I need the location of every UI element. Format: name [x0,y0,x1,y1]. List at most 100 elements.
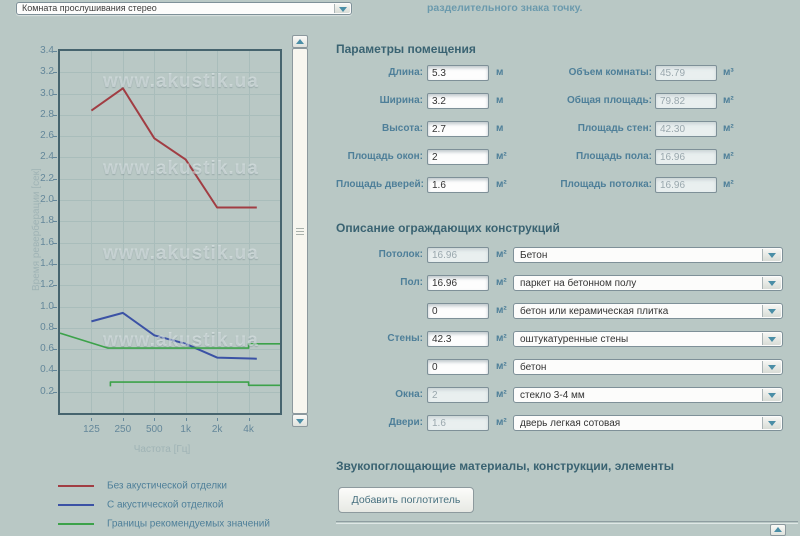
material-select-windows[interactable]: стекло 3-4 мм [513,387,783,403]
unit-label: м [496,67,504,78]
y-tick-label: 2.2 [40,172,54,184]
value-input-walls-1[interactable] [427,331,489,347]
unit-label: м² [496,249,507,260]
unit-label: м² [496,179,507,190]
x-tick-mark [185,418,187,421]
field-label-ceiling: Потолок: [378,249,423,260]
value-input-width[interactable] [427,93,489,109]
field-label-walls-area: Площадь стен: [577,123,652,134]
material-select-ceiling[interactable]: Бетон [513,247,783,263]
y-tick-mark [53,263,57,265]
y-tick-label: 0.4 [40,364,54,376]
unit-label: м² [496,151,507,162]
y-tick-mark [53,72,57,74]
select-arrow-button[interactable] [762,389,781,401]
y-tick-mark [53,178,57,180]
select-arrow-button[interactable] [762,417,781,429]
arrow-up-icon [296,38,304,44]
arrow-up-icon [774,527,782,532]
y-tick-label: 1.8 [40,215,54,227]
value-input-doors [427,415,489,431]
select-arrow-button[interactable] [762,249,781,261]
chart-scrollbar-thumb[interactable] [292,48,308,414]
watermark-text: www.akustik.ua [103,243,259,264]
chart-series-line [109,381,280,387]
value-input-height[interactable] [427,121,489,137]
unit-label: м [496,95,504,106]
legend-item: Границы рекомендуемых значений [58,515,270,534]
select-arrow-button[interactable] [762,333,781,345]
y-tick-label: 2.0 [40,194,54,206]
value-input-total-area [655,93,717,109]
absorbers-scrollbar-up-button[interactable] [770,524,786,536]
field-label-doors: Двери: [388,417,423,428]
y-tick-mark [53,51,57,52]
y-tick-mark [53,327,57,329]
unit-label: м² [496,389,507,400]
legend-item: С акустической отделкой [58,496,270,515]
value-input-walls-2[interactable] [427,359,489,375]
value-input-windows-area[interactable] [427,149,489,165]
unit-label: м² [496,305,507,316]
room-preset-select[interactable]: Комната прослушивания стерео [16,2,352,15]
material-select-value: стекло 3-4 мм [520,390,585,401]
legend-swatch [58,484,94,487]
material-select-floor-2[interactable]: бетон или керамическая плитка [513,303,783,319]
material-select-value: паркет на бетонном полу [520,278,637,289]
material-select-walls-2[interactable]: бетон [513,359,783,375]
x-tick-mark [91,418,93,421]
value-input-floor-area [655,149,717,165]
x-axis-title: Частота [Гц] [133,444,191,455]
value-input-floor-2[interactable] [427,303,489,319]
chart-scrollbar-up-button[interactable] [292,35,308,48]
material-select-value: бетон [520,362,547,373]
material-select-value: Бетон [520,250,548,261]
chart-plot: www.akustik.ua www.akustik.ua www.akustik.… [58,49,282,415]
chevron-down-icon [768,309,776,314]
select-arrow-button[interactable] [762,361,781,373]
y-tick-label: 3.4 [40,45,54,56]
section-heading-absorbers: Звукопоглощающие материалы, конструкции,… [336,459,674,473]
chart-series-line [60,332,280,349]
select-arrow-button[interactable] [762,305,781,317]
y-tick-mark [53,93,57,95]
chart-canvas [60,51,280,413]
section-heading-constructions: Описание ограждающих конструкций [336,221,560,235]
select-arrow-button[interactable] [762,277,781,289]
field-label-height: Высота: [382,123,423,134]
y-tick-label: 1.4 [40,257,54,269]
field-label-room-volume: Объем комнаты: [568,67,652,78]
x-tick-mark [217,418,219,421]
y-tick-mark [53,157,57,159]
chevron-down-icon [768,393,776,398]
absorbers-panel-divider [336,521,798,524]
field-label-width: Ширина: [379,95,423,106]
y-tick-mark [53,242,57,244]
y-tick-mark [53,285,57,287]
legend-swatch [58,503,94,506]
field-label-ceiling-area: Площадь потолка: [560,179,652,190]
y-tick-mark [53,370,57,372]
value-input-doors-area[interactable] [427,177,489,193]
y-tick-mark [53,114,57,116]
material-select-doors[interactable]: дверь легкая сотовая [513,415,783,431]
x-tick-mark [248,418,250,421]
legend-label: Границы рекомендуемых значений [107,518,270,530]
chevron-down-icon [768,281,776,286]
field-label-total-area: Общая площадь: [566,95,652,106]
unit-label: м² [723,123,734,134]
value-input-length[interactable] [427,65,489,81]
dropdown-arrow-button[interactable] [334,4,350,13]
add-absorber-button[interactable]: Добавить поглотитель [338,487,474,513]
y-tick-label: 2.8 [40,108,54,120]
legend-swatch [58,522,94,525]
chevron-down-icon [768,421,776,426]
legend-label: С акустической отделкой [107,499,224,511]
y-tick-label: 0.6 [40,343,54,355]
material-select-walls-1[interactable]: оштукатуренные стены [513,331,783,347]
x-tick-label: 1k [180,424,191,435]
value-input-floor-1[interactable] [427,275,489,291]
arrow-down-icon [296,418,304,424]
chart-scrollbar-down-button[interactable] [292,414,308,427]
material-select-floor-1[interactable]: паркет на бетонном полу [513,275,783,291]
